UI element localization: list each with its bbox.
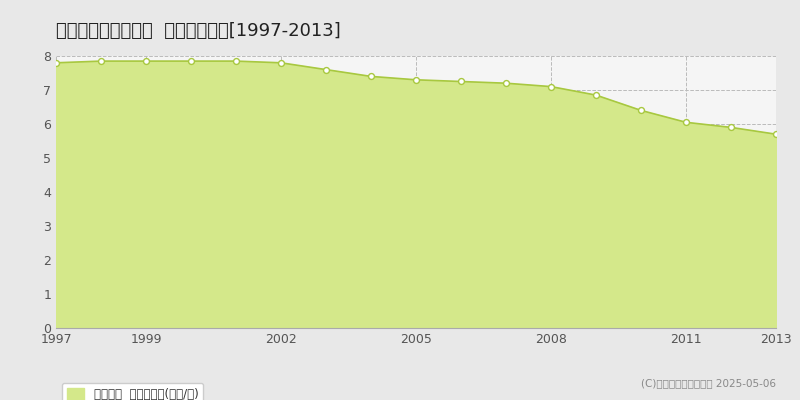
Point — [94, 58, 107, 64]
Legend: 基準地価  平均坪単価(万円/坪): 基準地価 平均坪単価(万円/坪) — [62, 383, 203, 400]
Point — [50, 60, 62, 66]
Point — [590, 92, 602, 98]
Text: (C)土地価格ドットコム 2025-05-06: (C)土地価格ドットコム 2025-05-06 — [641, 378, 776, 388]
Point — [454, 78, 467, 85]
Point — [410, 76, 422, 83]
Point — [320, 66, 333, 73]
Point — [365, 73, 378, 80]
Point — [139, 58, 152, 64]
Point — [274, 60, 287, 66]
Point — [499, 80, 513, 86]
Point — [230, 58, 242, 64]
Point — [634, 107, 647, 114]
Point — [725, 124, 738, 130]
Point — [770, 131, 782, 137]
Point — [545, 83, 558, 90]
Text: 熊毛郡田布施町麻郷  基準地価推移[1997-2013]: 熊毛郡田布施町麻郷 基準地価推移[1997-2013] — [56, 22, 341, 40]
Point — [185, 58, 198, 64]
Point — [680, 119, 693, 126]
